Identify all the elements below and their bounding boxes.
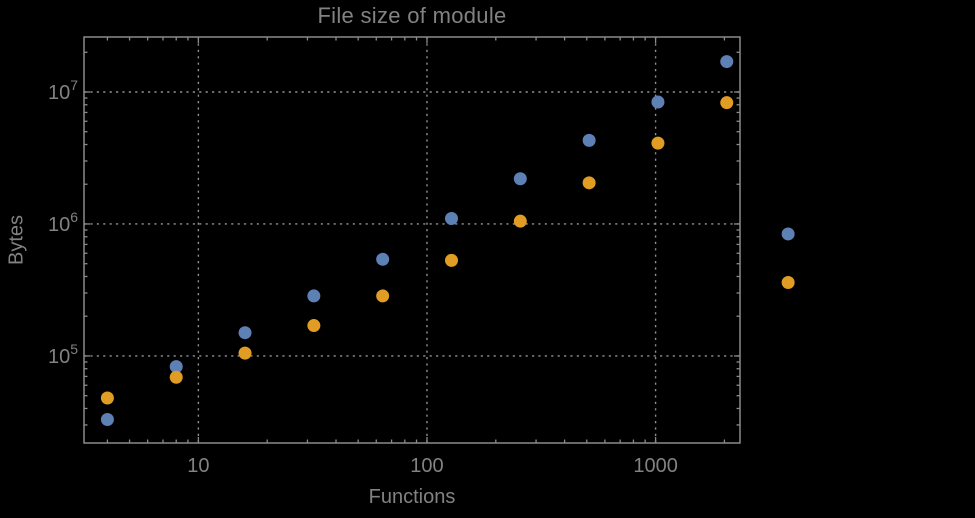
data-point-series-orange <box>582 176 596 190</box>
data-point-series-orange <box>444 253 458 267</box>
y-tick-label: 105 <box>48 341 78 368</box>
x-tick-label: 10 <box>187 455 209 477</box>
data-point-series-blue <box>651 95 665 109</box>
data-point-series-blue <box>169 360 183 374</box>
data-point-series-orange <box>100 391 114 405</box>
x-tick-label: 1000 <box>633 455 678 477</box>
data-point-series-blue <box>720 55 734 69</box>
x-axis-label: Functions <box>368 486 456 508</box>
y-axis-label: Bytes <box>5 214 28 266</box>
data-point-series-orange <box>781 276 795 290</box>
data-point-series-blue <box>444 212 458 226</box>
data-point-series-orange <box>720 96 734 110</box>
data-point-series-orange <box>307 319 321 333</box>
data-point-series-orange <box>651 136 665 150</box>
data-point-series-blue <box>513 172 527 186</box>
x-tick-label: 100 <box>410 455 443 477</box>
data-point-series-blue <box>582 133 596 147</box>
data-point-series-blue <box>307 289 321 303</box>
data-point-series-orange <box>376 289 390 303</box>
data-point-series-blue <box>376 252 390 266</box>
y-tick-label: 106 <box>48 209 78 236</box>
data-point-series-blue <box>100 412 114 426</box>
data-point-series-orange <box>513 214 527 228</box>
plot-title: File size of module <box>317 3 507 28</box>
y-tick-label: 107 <box>48 77 78 104</box>
data-point-series-orange <box>169 370 183 384</box>
data-point-series-blue <box>238 326 252 340</box>
data-point-series-orange <box>238 346 252 360</box>
data-point-series-blue <box>781 227 795 241</box>
plot-frame <box>83 36 741 444</box>
